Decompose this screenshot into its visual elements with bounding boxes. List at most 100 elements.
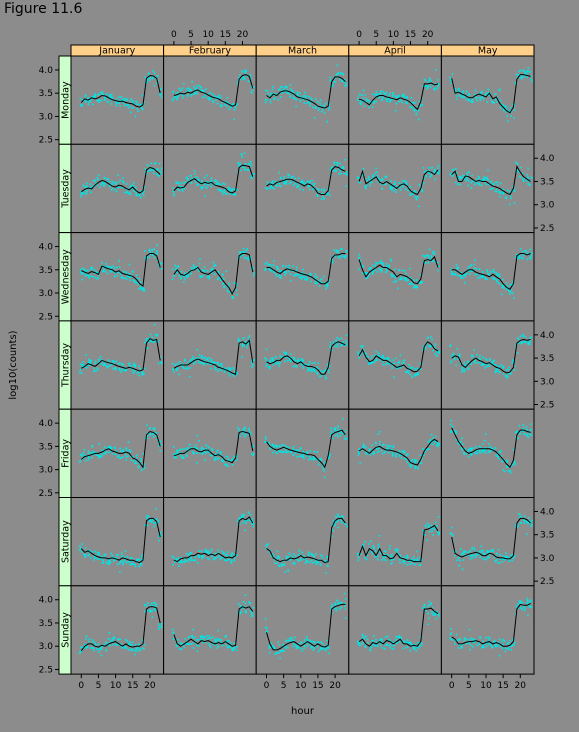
- data-point: [91, 640, 94, 643]
- data-point: [250, 177, 253, 180]
- data-point: [405, 646, 407, 649]
- data-point: [357, 351, 359, 353]
- data-point: [345, 437, 348, 440]
- data-point: [418, 183, 421, 186]
- data-point: [144, 168, 147, 170]
- data-point: [463, 361, 466, 364]
- data-point: [521, 250, 524, 253]
- data-point: [103, 554, 106, 557]
- data-point: [384, 550, 387, 553]
- data-point: [301, 453, 304, 456]
- data-point: [474, 359, 477, 362]
- data-point: [202, 363, 205, 366]
- data-point: [88, 359, 91, 362]
- data-point: [337, 338, 340, 341]
- data-point: [358, 447, 361, 450]
- data-point: [97, 274, 100, 277]
- data-point: [248, 335, 251, 338]
- data-point: [366, 99, 369, 102]
- data-point: [101, 561, 104, 564]
- data-point: [159, 170, 162, 173]
- data-point: [82, 364, 85, 366]
- data-point: [459, 183, 462, 186]
- data-point: [226, 289, 229, 292]
- data-point: [119, 179, 122, 182]
- data-point: [450, 270, 453, 273]
- data-point: [421, 448, 424, 451]
- data-point: [471, 174, 473, 177]
- data-point: [344, 434, 347, 437]
- data-point: [364, 540, 367, 543]
- data-point: [143, 367, 146, 370]
- data-point: [481, 271, 484, 274]
- data-point: [146, 514, 148, 517]
- data-point: [107, 359, 110, 362]
- data-point: [357, 356, 360, 359]
- data-point: [496, 368, 499, 371]
- data-point: [357, 450, 360, 453]
- data-point: [108, 93, 111, 96]
- data-point: [285, 555, 288, 558]
- data-point: [208, 642, 211, 645]
- data-point: [243, 70, 246, 73]
- data-point: [299, 92, 302, 94]
- data-point: [97, 558, 100, 561]
- data-point: [320, 198, 323, 200]
- data-point: [279, 657, 282, 660]
- data-point: [307, 458, 310, 461]
- data-point: [375, 90, 378, 93]
- data-point: [467, 184, 470, 187]
- data-point: [224, 183, 227, 186]
- data-point: [392, 558, 395, 561]
- panel-tuesday-february: [163, 143, 257, 234]
- data-point: [289, 181, 292, 184]
- data-point: [513, 117, 516, 120]
- data-point: [372, 174, 375, 177]
- data-point: [203, 176, 206, 179]
- data-point: [296, 185, 299, 188]
- data-point: [231, 458, 234, 461]
- data-point: [188, 375, 191, 378]
- data-point: [203, 95, 206, 98]
- data-point: [488, 357, 491, 360]
- data-point: [197, 178, 200, 181]
- data-point: [344, 429, 347, 432]
- data-point: [373, 555, 376, 558]
- data-point: [271, 88, 274, 91]
- data-point: [287, 555, 290, 558]
- data-point: [499, 106, 502, 109]
- panel-tuesday-may: [440, 143, 535, 234]
- data-point: [438, 83, 440, 86]
- data-point: [154, 161, 157, 164]
- data-point: [241, 70, 244, 73]
- data-point: [108, 360, 111, 363]
- data-point: [507, 289, 510, 292]
- panel-tuesday-january: [70, 143, 165, 234]
- data-point: [293, 562, 296, 565]
- data-point: [486, 101, 489, 103]
- data-point: [492, 268, 495, 271]
- data-point: [209, 646, 212, 649]
- data-point: [224, 103, 227, 106]
- data-point: [142, 287, 145, 290]
- data-point: [249, 74, 252, 77]
- data-point: [143, 466, 146, 469]
- data-point: [432, 349, 435, 352]
- data-point: [344, 616, 347, 619]
- data-point: [364, 557, 366, 560]
- data-point: [321, 108, 324, 111]
- data-point: [288, 446, 291, 449]
- data-point: [382, 264, 385, 266]
- data-point: [125, 647, 128, 650]
- data-point: [152, 522, 155, 524]
- data-point: [437, 269, 439, 272]
- data-point: [275, 184, 278, 187]
- data-point: [227, 640, 230, 642]
- data-point: [320, 554, 322, 557]
- data-point: [412, 283, 415, 286]
- data-point: [494, 363, 497, 366]
- data-point: [121, 368, 124, 371]
- data-point: [428, 248, 431, 251]
- data-point: [496, 181, 499, 184]
- data-point: [356, 640, 359, 643]
